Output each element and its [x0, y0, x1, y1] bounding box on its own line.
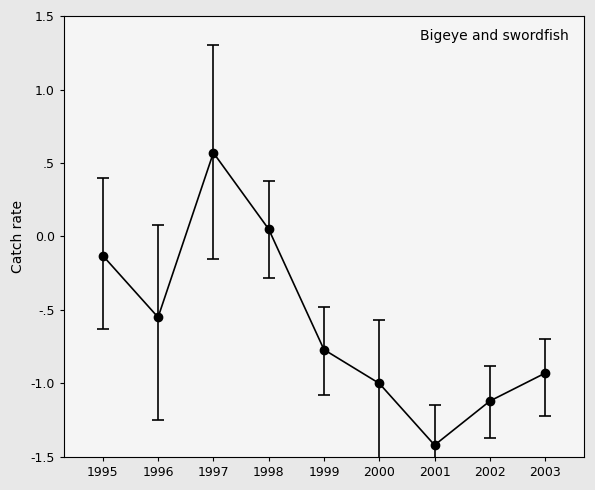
- Text: Bigeye and swordfish: Bigeye and swordfish: [419, 29, 568, 43]
- Y-axis label: Catch rate: Catch rate: [11, 200, 25, 273]
